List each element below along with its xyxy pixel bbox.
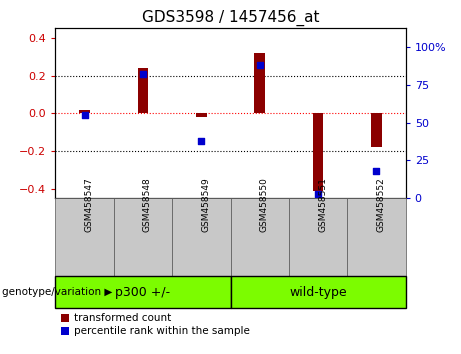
Point bbox=[139, 72, 147, 77]
Bar bbox=[55, 198, 114, 276]
Bar bbox=[79, 109, 90, 113]
Text: GSM458549: GSM458549 bbox=[201, 177, 210, 232]
Bar bbox=[196, 113, 207, 117]
Title: GDS3598 / 1457456_at: GDS3598 / 1457456_at bbox=[142, 9, 319, 25]
Bar bbox=[230, 276, 406, 308]
Bar bbox=[114, 198, 172, 276]
Bar bbox=[138, 68, 148, 113]
Point bbox=[314, 191, 322, 196]
Point bbox=[256, 63, 263, 68]
Point bbox=[81, 112, 88, 118]
Text: GSM458551: GSM458551 bbox=[318, 177, 327, 232]
Text: GSM458547: GSM458547 bbox=[84, 177, 94, 232]
Bar bbox=[313, 113, 323, 191]
Bar bbox=[371, 113, 382, 147]
Text: genotype/variation ▶: genotype/variation ▶ bbox=[2, 287, 112, 297]
Bar bbox=[347, 198, 406, 276]
Bar bbox=[172, 198, 230, 276]
Text: GSM458548: GSM458548 bbox=[143, 177, 152, 232]
Text: GSM458550: GSM458550 bbox=[260, 177, 269, 232]
Point bbox=[373, 168, 380, 174]
Text: wild-type: wild-type bbox=[290, 286, 347, 298]
Bar bbox=[230, 198, 289, 276]
Point bbox=[198, 138, 205, 144]
Text: p300 +/-: p300 +/- bbox=[115, 286, 171, 298]
Bar bbox=[254, 53, 265, 113]
Bar bbox=[55, 276, 230, 308]
Text: GSM458552: GSM458552 bbox=[377, 177, 385, 232]
Bar bbox=[289, 198, 347, 276]
Legend: transformed count, percentile rank within the sample: transformed count, percentile rank withi… bbox=[60, 313, 250, 336]
